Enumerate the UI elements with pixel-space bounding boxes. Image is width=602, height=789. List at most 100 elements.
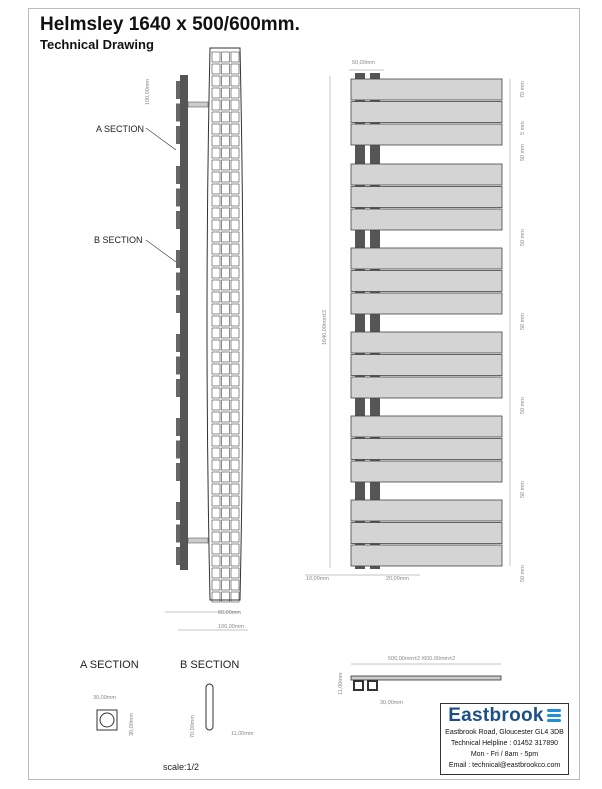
- wall-brick: [230, 63, 240, 75]
- wall-brick: [230, 591, 240, 603]
- wall-brick: [230, 135, 240, 147]
- side-bar: [176, 81, 180, 99]
- side-bar: [176, 295, 180, 313]
- wall-brick: [221, 567, 230, 579]
- top-view: [350, 663, 502, 691]
- wall-brick: [221, 291, 230, 303]
- front-view: [305, 69, 511, 576]
- wall-brick: [221, 159, 230, 171]
- dim-gap-label: 50 mm: [520, 481, 526, 498]
- wall-brick: [230, 579, 240, 591]
- wall-brick: [211, 375, 221, 387]
- wall-brick: [230, 363, 240, 375]
- wall-brick: [221, 255, 230, 267]
- wall-brick: [211, 567, 221, 579]
- wall-brick: [221, 591, 230, 603]
- wall-brick: [221, 243, 230, 255]
- wall-brick: [221, 99, 230, 111]
- wall-brick: [221, 363, 230, 375]
- wall-brick: [211, 579, 221, 591]
- wall-brick: [230, 267, 240, 279]
- dim-top-width: 500,00mm±2 /600,00mm±2: [388, 656, 455, 662]
- wall-brick: [221, 519, 230, 531]
- radiator-bar: [350, 208, 503, 231]
- side-bar: [176, 211, 180, 229]
- side-view: [145, 47, 248, 631]
- wall-brick: [211, 303, 221, 315]
- page-subtitle: Technical Drawing: [40, 37, 154, 52]
- dim-depth-80: 80,00mm: [218, 610, 241, 616]
- wall-brick: [211, 399, 221, 411]
- wall-brick: [230, 231, 240, 243]
- company-helpline: Technical Helpline : 01452 317890: [450, 740, 559, 747]
- wall-brick: [211, 279, 221, 291]
- wall-brick: [230, 567, 240, 579]
- wall-brick: [211, 555, 221, 567]
- wall-brick: [211, 135, 221, 147]
- wall-brick: [221, 183, 230, 195]
- side-bar: [176, 502, 180, 520]
- radiator-bar: [350, 78, 503, 101]
- b-section-title: B SECTION: [180, 659, 240, 671]
- a-section-circle: [99, 712, 115, 728]
- dim-gap-label: 50 mm: [520, 397, 526, 414]
- radiator-bar: [350, 522, 503, 544]
- bottom-bracket: [187, 537, 209, 544]
- b-section-callout: B SECTION: [94, 235, 143, 245]
- top-view-bar: [350, 675, 502, 681]
- wall-brick: [221, 351, 230, 363]
- wall-brick: [221, 483, 230, 495]
- wall-brick: [221, 279, 230, 291]
- wall-brick: [221, 75, 230, 87]
- side-bar: [176, 272, 180, 291]
- wall-brick: [211, 459, 221, 471]
- wall-brick: [230, 99, 240, 111]
- wall-brick: [221, 111, 230, 123]
- gap-labels: 50 mm 50 mm 50 mm 50 mm 50 mm 50 mm: [520, 144, 526, 582]
- wall-brick: [230, 423, 240, 435]
- wall-brick: [211, 51, 221, 63]
- b-section-profile: [205, 683, 214, 731]
- wall-brick: [230, 255, 240, 267]
- wall-brick: [230, 159, 240, 171]
- wall-brick: [211, 111, 221, 123]
- side-tube: [180, 75, 188, 570]
- wall-brick: [221, 507, 230, 519]
- wall-brick: [230, 507, 240, 519]
- side-bar: [176, 250, 180, 268]
- wall-brick: [211, 411, 221, 423]
- wall-brick: [230, 339, 240, 351]
- wall-brick: [211, 495, 221, 507]
- radiator-bar: [350, 101, 503, 123]
- side-bar: [176, 166, 180, 184]
- dim-small-gap: 5 mm: [520, 121, 526, 135]
- dim-gap-label: 50 mm: [520, 565, 526, 582]
- side-bar: [176, 524, 180, 543]
- side-bar: [176, 188, 180, 207]
- radiator-bar: [350, 292, 503, 315]
- wall-brick: [211, 447, 221, 459]
- radiator-bar: [350, 354, 503, 376]
- wall-brick: [211, 243, 221, 255]
- side-bar: [176, 547, 180, 565]
- wall-brick: [230, 207, 240, 219]
- wall-brick: [230, 75, 240, 87]
- wall-brick: [221, 375, 230, 387]
- company-email: Email : technical@eastbrookco.com: [448, 762, 561, 769]
- wall-brick: [230, 123, 240, 135]
- b-section-arrow: [145, 239, 177, 263]
- wall-brick: [211, 147, 221, 159]
- wall-brick: [211, 315, 221, 327]
- wall-brick: [221, 579, 230, 591]
- radiator-bar: [350, 376, 503, 399]
- wall-brick: [211, 471, 221, 483]
- wall-brick: [230, 171, 240, 183]
- side-bar: [176, 103, 180, 122]
- top-view-tube-left: [353, 680, 364, 691]
- a-section-callout: A SECTION: [96, 124, 144, 134]
- side-bar: [176, 379, 180, 397]
- wall-brick: [211, 195, 221, 207]
- wall-brick: [230, 303, 240, 315]
- radiator-bar: [350, 415, 503, 438]
- radiator-bar: [350, 123, 503, 146]
